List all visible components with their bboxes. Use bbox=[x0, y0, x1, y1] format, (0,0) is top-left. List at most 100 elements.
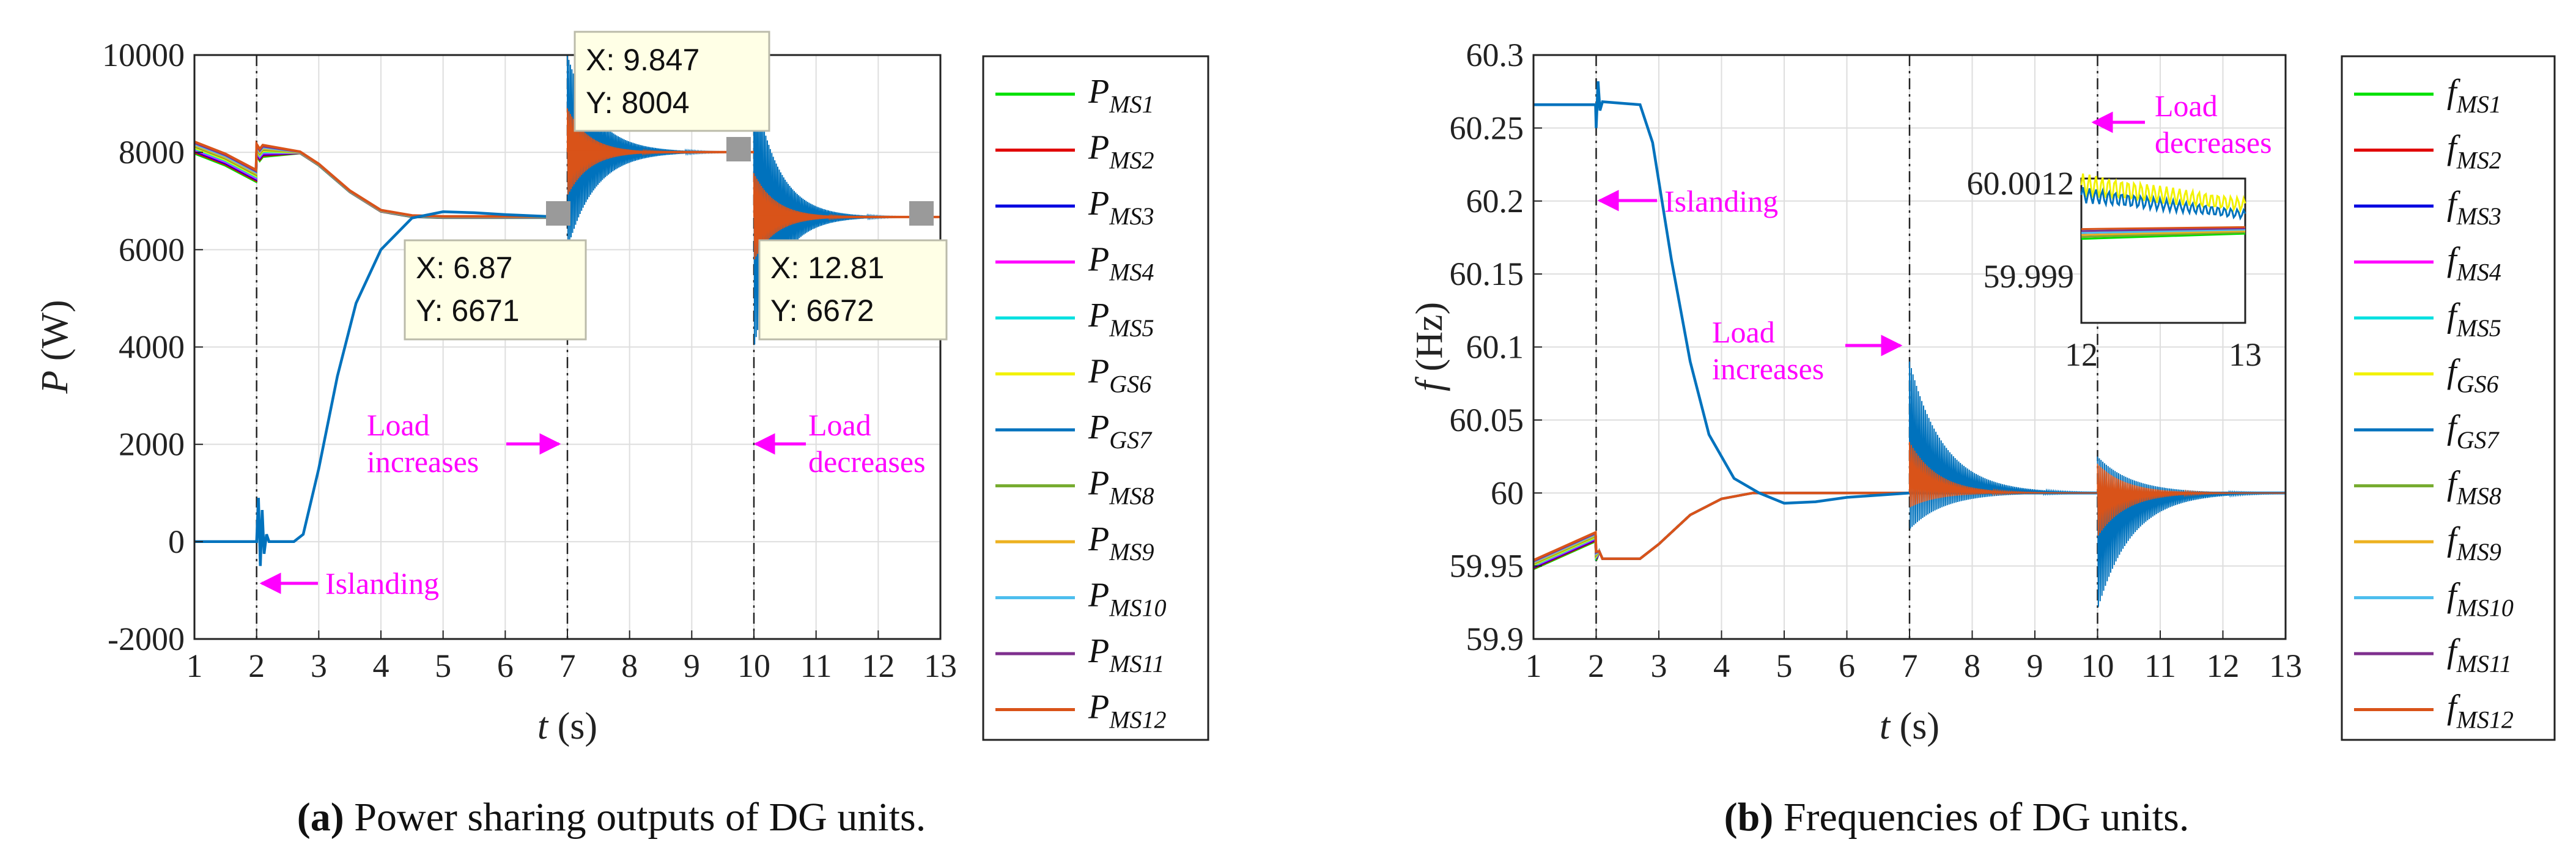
xtick-label: 11 bbox=[800, 648, 832, 684]
ytick-label: 59.95 bbox=[1450, 548, 1524, 585]
caption-b-tag: (b) bbox=[1724, 795, 1774, 840]
datatip-3-box bbox=[758, 239, 948, 341]
load-increases-label-b-line1: Load bbox=[1712, 315, 1775, 349]
xtick-label: 2 bbox=[1588, 648, 1604, 684]
xtick-label: 5 bbox=[435, 648, 451, 684]
xtick-label: 8 bbox=[1964, 648, 1980, 684]
datatip-2-box bbox=[574, 31, 770, 132]
datatip-1-marker[interactable] bbox=[546, 201, 570, 226]
annotation-islanding-a: Islanding bbox=[259, 566, 439, 600]
inset-frame bbox=[2080, 177, 2246, 324]
load-increases-label-b-line2: increases bbox=[1712, 352, 1824, 386]
oscillation-ms-step1 bbox=[1909, 441, 2098, 508]
plot-series-b bbox=[1533, 81, 2286, 607]
ytick-label: 8000 bbox=[119, 134, 185, 171]
legend-label: fMS10 bbox=[2447, 577, 2514, 622]
xtick-label: 8 bbox=[621, 648, 638, 684]
oscillation-gs7-step2 bbox=[2097, 456, 2286, 607]
ms-series-lines-a bbox=[194, 140, 940, 220]
annotation-load-increases-b: Load increases bbox=[1712, 315, 1903, 386]
series-fgs7-line bbox=[1533, 81, 2286, 505]
legend-label: PMS10 bbox=[1088, 577, 1167, 622]
xtick-label: 13 bbox=[924, 648, 957, 684]
caption-a-tag: (a) bbox=[297, 795, 344, 840]
caption-a: (a) Power sharing outputs of DG units. bbox=[297, 795, 926, 840]
load-decreases-label-b-line2: decreases bbox=[2155, 125, 2272, 160]
islanding-label-a: Islanding bbox=[325, 566, 439, 600]
load-decreases-label-a-line1: Load bbox=[808, 408, 871, 442]
islanding-label-b: Islanding bbox=[1664, 184, 1778, 218]
series-line bbox=[194, 210, 559, 566]
legend-label: fMS2 bbox=[2447, 129, 2501, 174]
legend-label: PGS7 bbox=[1088, 408, 1153, 454]
xtick-label: 7 bbox=[1902, 648, 1918, 684]
ylabel-a: P (W) bbox=[34, 300, 76, 394]
xlabel-b-var: t bbox=[1880, 706, 1891, 747]
inset-b: 60.0012 59.999 12 13 bbox=[1967, 165, 2262, 373]
event-lines-b bbox=[1595, 55, 2098, 639]
xtick-label: 12 bbox=[2207, 648, 2240, 684]
ytick-label: 60.15 bbox=[1450, 256, 1524, 292]
load-increases-label-a-line1: Load bbox=[367, 408, 430, 442]
xlabel-a: t (s) bbox=[537, 706, 597, 747]
xtick-label: 10 bbox=[737, 648, 770, 684]
xtick-label: 1 bbox=[1526, 648, 1542, 684]
annotation-load-increases-a: Load increases bbox=[367, 408, 561, 479]
datatip-1[interactable]: X: 6.87 Y: 6671 bbox=[404, 201, 587, 341]
ylabel-b-unit: (Hz) bbox=[1409, 302, 1450, 381]
datatip-3-marker[interactable] bbox=[909, 201, 934, 226]
inset-series bbox=[2080, 173, 2246, 240]
axis-ticks-a: 1 2 3 4 5 6 7 8 9 10 11 12 13-2000020004000600080001… bbox=[102, 37, 957, 684]
xtick-label: 7 bbox=[559, 648, 576, 684]
oscillation-bands-b bbox=[1909, 361, 2286, 607]
caption-b-text: Frequencies of DG units. bbox=[1773, 795, 2189, 840]
legend-label: fMS1 bbox=[2447, 73, 2501, 118]
datatip-3-y: Y: 6672 bbox=[770, 294, 874, 328]
ytick-label: 60.1 bbox=[1466, 329, 1524, 366]
legend-label: PMS12 bbox=[1088, 689, 1167, 734]
inset-series-line bbox=[2081, 229, 2246, 234]
xtick-label: 11 bbox=[2144, 648, 2176, 684]
legend-label: PMS5 bbox=[1088, 297, 1154, 342]
datatip-3[interactable]: X: 12.81 Y: 6672 bbox=[758, 201, 948, 341]
datatip-2-y: Y: 8004 bbox=[586, 86, 690, 120]
xtick-label: 13 bbox=[2269, 648, 2302, 684]
datatip-1-y: Y: 6671 bbox=[416, 294, 520, 328]
xlabel-a-var: t bbox=[537, 706, 549, 747]
xtick-label: 9 bbox=[684, 648, 700, 684]
xlabel-a-unit: (s) bbox=[548, 706, 597, 747]
legend-b bbox=[2341, 55, 2556, 741]
legend-label: PGS6 bbox=[1088, 353, 1151, 398]
inset-series-line bbox=[2081, 232, 2246, 240]
ytick-label: 0 bbox=[168, 523, 185, 560]
ytick-label: -2000 bbox=[108, 621, 185, 657]
legend-entries-b: fMS1fMS2fMS3fMS4fMS5fGS6fGS7fMS8fMS9fMS1… bbox=[2354, 73, 2514, 734]
annotation-load-decreases-a: Load decreases bbox=[753, 408, 926, 479]
xtick-label: 6 bbox=[1839, 648, 1855, 684]
inset-xtick-left: 12 bbox=[2065, 336, 2098, 373]
panel-b: 1 2 3 4 5 6 7 8 9 10 11 12 1359.959.956060.0560.160.… bbox=[1409, 37, 2556, 840]
datatip-2-marker[interactable] bbox=[726, 137, 751, 161]
ytick-label: 6000 bbox=[119, 231, 185, 268]
xtick-label: 12 bbox=[862, 648, 895, 684]
ylabel-b: f (Hz) bbox=[1409, 302, 1450, 391]
datatip-2-x: X: 9.847 bbox=[586, 43, 699, 77]
inset-ytick-bottom: 59.999 bbox=[1984, 258, 2075, 295]
datatip-3-x: X: 12.81 bbox=[770, 251, 884, 285]
inset-series-line bbox=[2080, 186, 2246, 221]
datatip-1-box bbox=[404, 239, 587, 341]
xtick-label: 1 bbox=[186, 648, 203, 684]
legend-entries-a: PMS1 PMS2 PMS3 PMS4 PMS5 PGS6 PGS7 PMS8 PMS9 PMS1… bbox=[995, 73, 1167, 734]
datatip-2[interactable]: X: 9.847 Y: 8004 bbox=[574, 31, 770, 161]
series-line bbox=[194, 140, 567, 218]
legend-label: fMS12 bbox=[2447, 689, 2514, 734]
ytick-label: 60 bbox=[1491, 474, 1524, 511]
xlabel-b: t (s) bbox=[1880, 706, 1939, 747]
ytick-label: 10000 bbox=[102, 37, 185, 73]
xtick-label: 4 bbox=[1713, 648, 1730, 684]
legend-a bbox=[982, 55, 1209, 741]
xtick-label: 6 bbox=[497, 648, 514, 684]
xtick-label: 3 bbox=[311, 648, 327, 684]
inset-series-line bbox=[2081, 226, 2246, 231]
